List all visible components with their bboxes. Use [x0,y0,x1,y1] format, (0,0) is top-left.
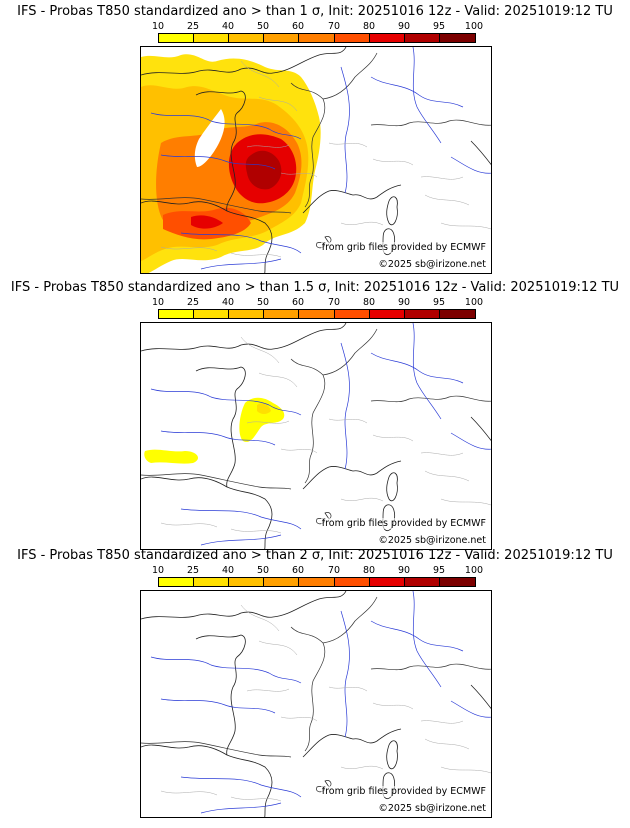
scale-segment [334,34,370,42]
scale-segment [334,578,370,586]
scale-label: 40 [221,21,235,32]
scale-label: 90 [397,21,411,32]
scale-label: 10 [151,297,165,308]
scale-label: 100 [464,565,484,576]
scale-segment [264,310,300,318]
scale-label: 80 [362,21,376,32]
scale-label: 10 [151,21,165,32]
scale-label: 95 [432,21,446,32]
scale-segment [194,34,230,42]
prob-area-80-south [191,215,223,229]
scale-segment [299,34,335,42]
scale-label: 50 [256,21,270,32]
scale-segment [194,310,230,318]
scale-segment [404,310,440,318]
scale-segment [439,578,475,586]
source-credit: from grib files provided by ECMWF [320,242,487,253]
scale-label: 25 [186,565,200,576]
scale-label: 60 [291,565,305,576]
map-panel-1: IFS - Probas T850 standardized ano > tha… [0,4,630,280]
scale-label: 25 [186,21,200,32]
prob-area-25 [257,403,271,414]
scale-label: 70 [327,21,341,32]
scale-segment [159,34,195,42]
panel-title: IFS - Probas T850 standardized ano > tha… [17,548,613,563]
scale-segment [334,310,370,318]
scale-label: 40 [221,565,235,576]
scale-segment [264,578,300,586]
prob-area-10-south [144,449,199,464]
color-scale-bar [158,577,476,587]
copyright-label: ©2025 sb@irizone.net [377,535,487,546]
source-credit: from grib files provided by ECMWF [320,518,487,529]
scale-segment [194,578,230,586]
prob-area-10 [239,397,285,442]
color-scale-bar [158,309,476,319]
scale-label: 80 [362,297,376,308]
scale-segment [229,34,265,42]
scale-segment [299,310,335,318]
scale-label: 50 [256,565,270,576]
scale-label: 70 [327,297,341,308]
scale-label: 80 [362,565,376,576]
probability-map: from grib files provided by ECMWF ©2025 … [140,590,492,818]
scale-labels: 10 25 40 50 60 70 80 90 95 100 [152,297,483,309]
low-prob-gap [194,109,225,167]
copyright-label: ©2025 sb@irizone.net [377,259,487,270]
scale-segment [159,310,195,318]
scale-label: 95 [432,297,446,308]
source-credit: from grib files provided by ECMWF [320,786,487,797]
scale-segment [404,578,440,586]
panel-title: IFS - Probas T850 standardized ano > tha… [17,4,613,19]
panel-title: IFS - Probas T850 standardized ano > tha… [10,280,620,295]
scale-labels: 10 25 40 50 60 70 80 90 95 100 [152,565,483,577]
probability-map: from grib files provided by ECMWF ©2025 … [140,46,492,274]
copyright-label: ©2025 sb@irizone.net [377,803,487,814]
scale-segment [369,310,405,318]
scale-label: 70 [327,565,341,576]
scale-labels: 10 25 40 50 60 70 80 90 95 100 [152,21,483,33]
scale-segment [159,578,195,586]
scale-label: 95 [432,565,446,576]
scale-label: 90 [397,565,411,576]
scale-segment [229,310,265,318]
probability-map: from grib files provided by ECMWF ©2025 … [140,322,492,550]
map-panel-3: IFS - Probas T850 standardized ano > tha… [0,548,630,824]
scale-label: 90 [397,297,411,308]
scale-segment [264,34,300,42]
scale-segment [369,34,405,42]
scale-label: 50 [256,297,270,308]
scale-label: 100 [464,21,484,32]
scale-label: 100 [464,297,484,308]
scale-label: 25 [186,297,200,308]
scale-label: 60 [291,297,305,308]
scale-segment [229,578,265,586]
scale-label: 60 [291,21,305,32]
prob-area-90 [245,150,282,190]
scale-segment [439,34,475,42]
scale-label: 10 [151,565,165,576]
scale-segment [299,578,335,586]
scale-segment [369,578,405,586]
map-panel-2: IFS - Probas T850 standardized ano > tha… [0,280,630,556]
scale-label: 40 [221,297,235,308]
scale-segment [404,34,440,42]
scale-segment [439,310,475,318]
color-scale-bar [158,33,476,43]
